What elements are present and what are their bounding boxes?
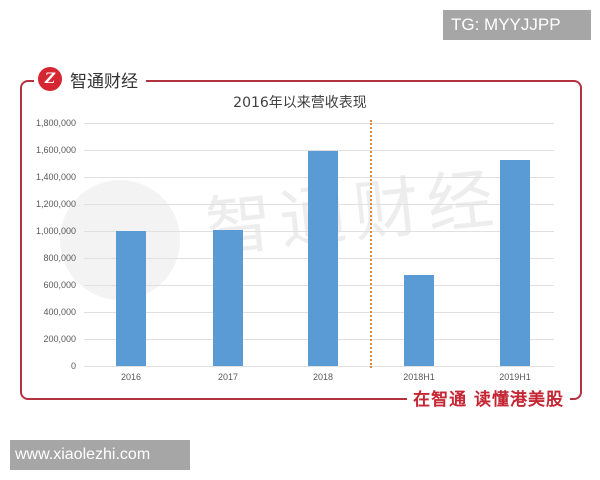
y-tick-label: 200,000 [43, 334, 76, 344]
bar-2016 [116, 231, 146, 366]
gridline [84, 123, 554, 124]
x-tick-label: 2019H1 [499, 372, 531, 382]
bar-2018 [308, 150, 338, 366]
bar-2017 [213, 229, 243, 366]
y-tick-label: 600,000 [43, 280, 76, 290]
x-tick-label: 2017 [217, 372, 239, 382]
url-badge: www.xiaolezhi.com [10, 440, 190, 470]
y-tick-label: 800,000 [43, 253, 76, 263]
tg-badge: TG: MYYJJPP [443, 10, 591, 40]
x-tick-label: 2018H1 [403, 372, 435, 382]
y-tick-label: 1,000,000 [35, 226, 76, 236]
chart-title: 2016年以来营收表现 [233, 95, 367, 111]
y-tick-label: 1,400,000 [35, 172, 76, 182]
brand-header: Z 智通财经 [34, 64, 146, 94]
bar-2018H1 [404, 274, 434, 366]
x-tick-label: 2016 [120, 372, 142, 382]
slogan: 在智通 读懂港美股 [407, 386, 570, 414]
brand-name: 智通财经 [70, 71, 138, 92]
brand-logo-icon: Z [38, 67, 62, 91]
y-tick-label: 1,800,000 [35, 118, 76, 128]
y-tick-label: 1,200,000 [35, 199, 76, 209]
gridline [84, 150, 554, 151]
y-tick-label: 400,000 [43, 307, 76, 317]
gridline [84, 366, 554, 367]
chart-frame [20, 80, 582, 400]
x-tick-label: 2018 [312, 372, 334, 382]
bar-2019H1 [500, 160, 530, 366]
period-divider [370, 120, 372, 368]
y-tick-label: 0 [70, 361, 76, 371]
y-tick-label: 1,600,000 [35, 145, 76, 155]
